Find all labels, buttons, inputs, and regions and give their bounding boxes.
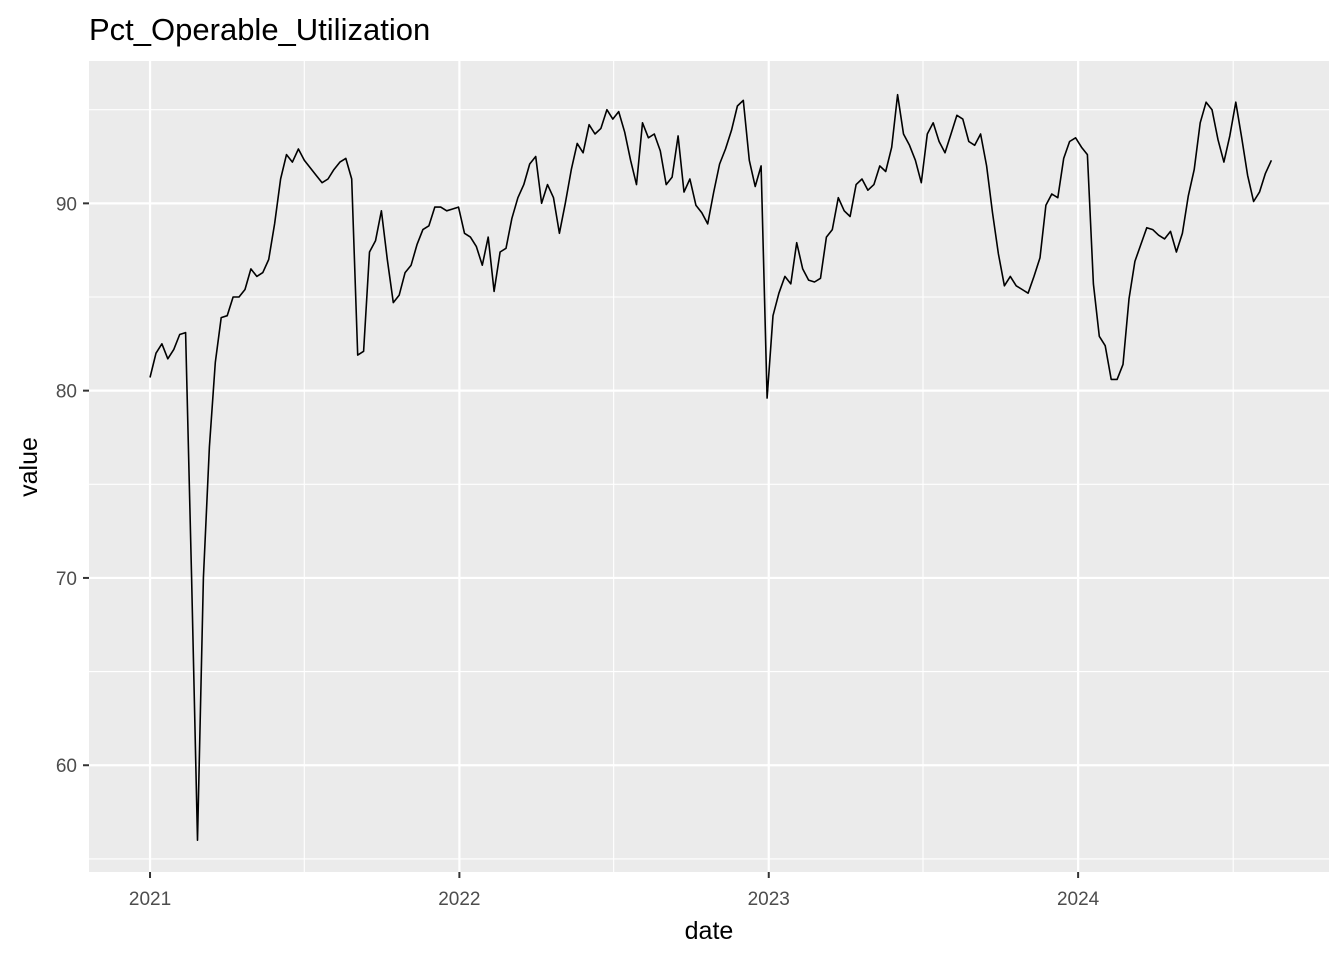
x-axis-label: date — [685, 917, 734, 945]
plot-panel — [89, 61, 1329, 872]
series-line — [149, 93, 1273, 841]
chart-title: Pct_Operable_Utilization — [89, 12, 430, 47]
y-tick-label: 70 — [56, 569, 77, 590]
x-tick-label: 2022 — [438, 889, 480, 910]
y-axis-label: value — [15, 437, 43, 497]
x-axis-ticks: 2021 2022 2023 2024 — [129, 872, 1100, 910]
x-tick-label: 2023 — [748, 889, 790, 910]
x-tick-label: 2021 — [129, 889, 171, 910]
minor-gridlines — [89, 61, 1329, 872]
y-tick-label: 60 — [56, 756, 77, 777]
y-tick-label: 80 — [56, 382, 77, 403]
y-axis-ticks: 60 70 80 90 — [56, 194, 89, 777]
x-tick-label: 2024 — [1057, 889, 1100, 910]
major-gridlines — [89, 61, 1329, 872]
y-tick-label: 90 — [56, 194, 77, 215]
